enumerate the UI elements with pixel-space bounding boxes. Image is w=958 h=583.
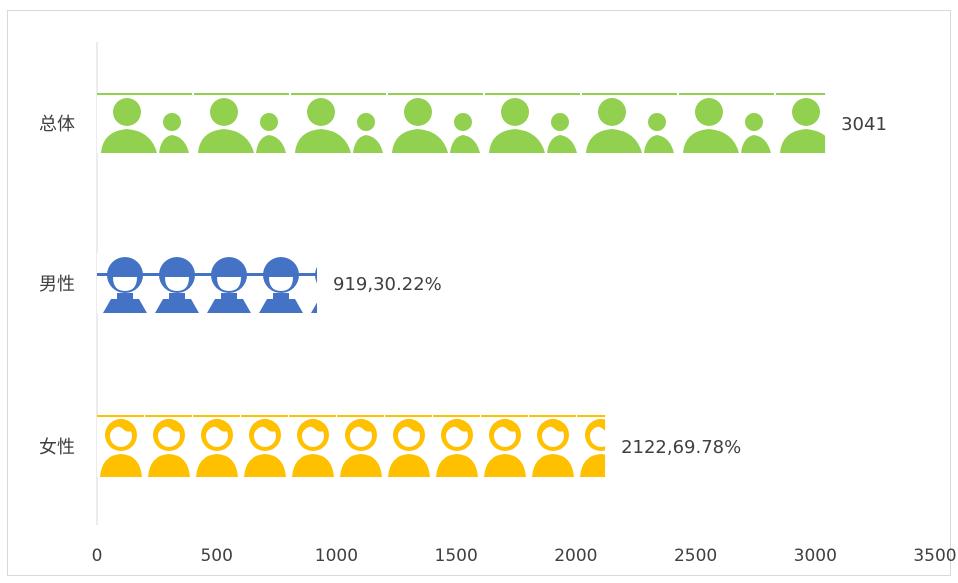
x-tick-label: 0 [92,546,103,566]
data-label: 919,30.22% [333,274,442,295]
chart-frame [7,10,951,576]
bar-1 [97,93,826,153]
x-tick-label: 3000 [794,546,837,566]
x-tick-label: 1000 [315,546,358,566]
x-tick-label: 3500 [913,546,956,566]
bar-2 [97,253,318,313]
data-label: 3041 [841,114,887,135]
category-label: 女性 [39,437,75,458]
data-label: 2122,69.78% [621,437,741,458]
x-tick-label: 2500 [674,546,717,566]
bar-3 [97,415,606,477]
x-tick-label: 500 [200,546,232,566]
x-tick-label: 2000 [554,546,597,566]
category-label: 男性 [39,274,75,295]
category-label: 总体 [39,114,75,135]
x-tick-label: 1500 [435,546,478,566]
